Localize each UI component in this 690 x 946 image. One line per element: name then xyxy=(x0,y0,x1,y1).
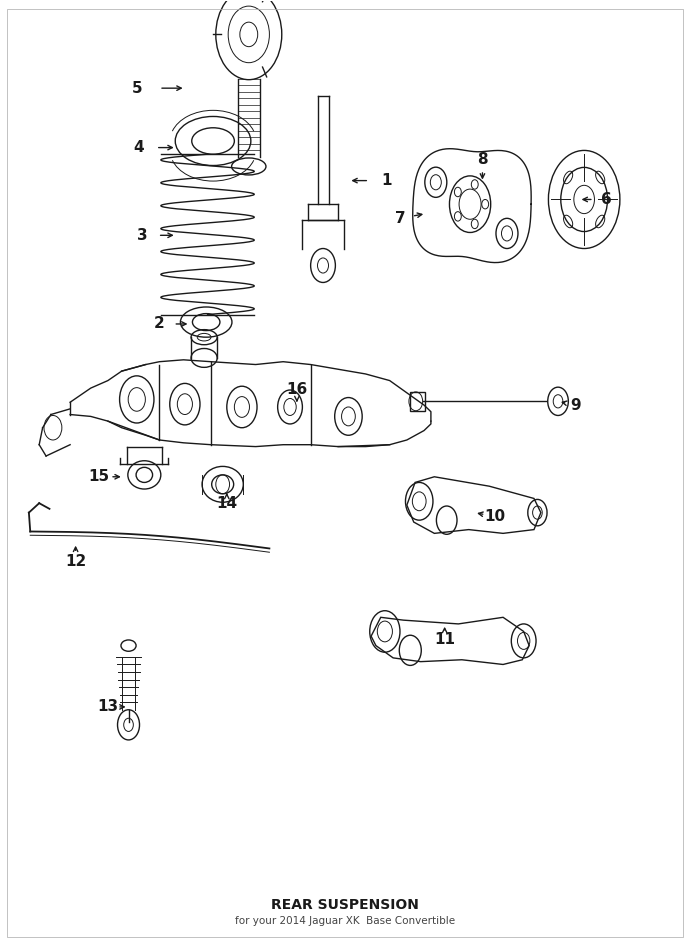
Text: 11: 11 xyxy=(434,633,455,647)
Text: REAR SUSPENSION: REAR SUSPENSION xyxy=(271,898,419,912)
Text: 6: 6 xyxy=(601,192,611,207)
Bar xyxy=(411,392,426,411)
Text: 14: 14 xyxy=(216,496,237,511)
Text: 15: 15 xyxy=(88,469,110,484)
Text: 1: 1 xyxy=(381,173,391,188)
Text: 10: 10 xyxy=(484,509,505,524)
Text: 2: 2 xyxy=(154,317,165,331)
Text: 9: 9 xyxy=(570,397,580,412)
Text: 8: 8 xyxy=(477,152,488,167)
Text: 7: 7 xyxy=(395,211,405,226)
Text: 16: 16 xyxy=(286,382,308,397)
Text: 12: 12 xyxy=(65,554,86,569)
Text: 4: 4 xyxy=(134,140,144,155)
Text: 3: 3 xyxy=(137,228,148,243)
Text: 13: 13 xyxy=(97,699,119,714)
Text: for your 2014 Jaguar XK  Base Convertible: for your 2014 Jaguar XK Base Convertible xyxy=(235,916,455,926)
Text: 5: 5 xyxy=(132,80,143,96)
